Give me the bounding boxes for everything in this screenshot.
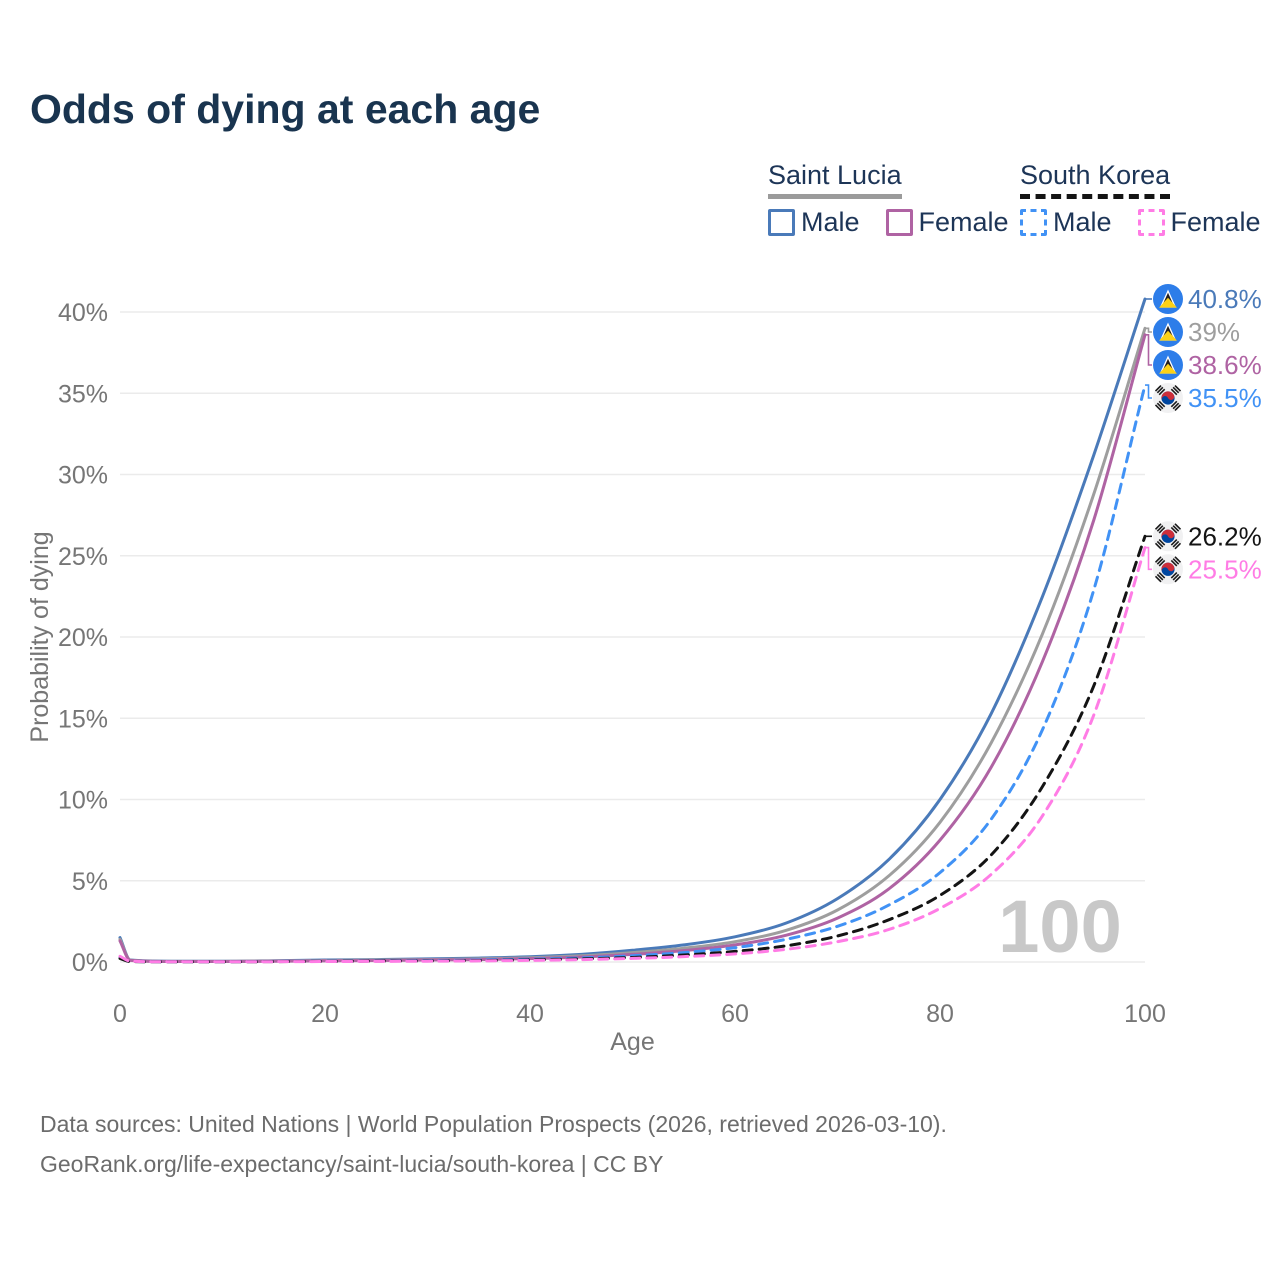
checkbox-icon[interactable] [1020, 209, 1047, 236]
y-tick-label: 15% [58, 705, 108, 733]
x-tick-label: 100 [1124, 1000, 1166, 1028]
legend-toggle-saint-lucia-male[interactable]: Male [768, 207, 860, 238]
south-korea-flag-icon [1153, 521, 1183, 552]
age-counter-watermark: 100 [998, 885, 1121, 968]
y-tick-label: 35% [58, 380, 108, 408]
y-tick-label: 30% [58, 462, 108, 490]
y-tick-label: 10% [58, 787, 108, 815]
endpoint-value-label-saint-lucia-male: 40.8% [1188, 284, 1262, 314]
legend: Saint Lucia Male Female South Korea Male [0, 160, 1280, 240]
endpoint-connector-saint-lucia-both-sexes [1145, 327, 1152, 333]
legend-group-title-south-korea: South Korea [1020, 160, 1171, 199]
legend-item-label: Male [1053, 207, 1112, 237]
y-tick-label: 5% [72, 868, 108, 896]
legend-item-label: Female [918, 207, 1009, 237]
x-axis-title: Age [610, 1028, 654, 1056]
series-path-south-korea-female [118, 546, 1147, 964]
legend-group-title-saint-lucia: Saint Lucia [768, 160, 902, 199]
endpoint-connector-south-korea-female [1145, 546, 1152, 571]
south-korea-flag-icon [1153, 554, 1183, 585]
legend-item-label: Male [801, 207, 860, 237]
endpoint-value-label-saint-lucia-female: 38.6% [1188, 350, 1262, 380]
legend-item-label: Female [1170, 207, 1261, 237]
x-tick-label: 20 [311, 1000, 339, 1028]
legend-group-saint-lucia: Saint Lucia Male Female [768, 160, 1009, 238]
legend-group-south-korea: South Korea Male Female [1020, 160, 1261, 238]
y-tick-label: 20% [58, 624, 108, 652]
y-tick-label: 40% [58, 299, 108, 327]
x-tick-label: 80 [926, 1000, 954, 1028]
x-tick-label: 60 [721, 1000, 749, 1028]
saint-lucia-flag-icon [1153, 317, 1183, 347]
legend-toggle-saint-lucia-female[interactable]: Female [885, 207, 1009, 238]
x-tick-label: 0 [113, 1000, 127, 1028]
footer-source-line: Data sources: United Nations | World Pop… [40, 1111, 947, 1137]
footer-url-line: GeoRank.org/life-expectancy/saint-lucia/… [40, 1151, 664, 1177]
page-title: Odds of dying at each age [30, 86, 541, 132]
series-path-south-korea-both-sexes [118, 534, 1147, 964]
endpoint-value-label-saint-lucia-both-sexes: 39% [1188, 317, 1240, 347]
y-tick-label: 0% [72, 949, 108, 977]
checkbox-icon[interactable] [768, 209, 795, 236]
saint-lucia-flag-icon [1153, 284, 1183, 314]
endpoint-connector-saint-lucia-female [1145, 334, 1152, 366]
x-tick-label: 40 [516, 1000, 544, 1028]
legend-toggle-south-korea-male[interactable]: Male [1020, 207, 1112, 238]
saint-lucia-flag-icon [1153, 350, 1183, 380]
y-axis-title: Probability of dying [26, 531, 54, 742]
series-path-saint-lucia-female [118, 333, 1147, 963]
footer: Data sources: United Nations | World Pop… [40, 1104, 947, 1184]
series-path-saint-lucia-both-sexes [118, 326, 1147, 963]
endpoint-connector-south-korea-male [1145, 384, 1152, 399]
y-tick-label: 25% [58, 543, 108, 571]
checkbox-icon[interactable] [885, 209, 913, 236]
checkbox-icon[interactable] [1137, 209, 1165, 236]
endpoint-value-label-south-korea-both-sexes: 26.2% [1188, 521, 1262, 551]
series-path-saint-lucia-male [118, 297, 1147, 963]
endpoint-value-label-south-korea-male: 35.5% [1188, 383, 1262, 413]
south-korea-flag-icon [1153, 383, 1183, 413]
endpoint-value-label-south-korea-female: 25.5% [1188, 554, 1262, 584]
legend-toggle-south-korea-female[interactable]: Female [1137, 207, 1261, 238]
